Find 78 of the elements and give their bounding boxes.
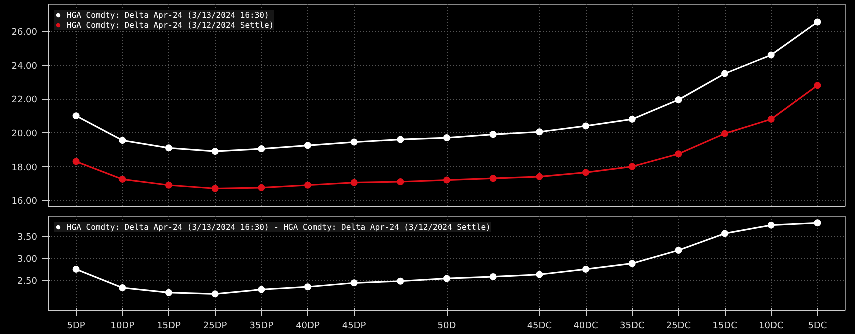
point xyxy=(722,70,729,78)
point xyxy=(304,284,312,291)
point xyxy=(397,278,404,285)
x-tick-label: 10DP xyxy=(110,322,136,332)
point xyxy=(119,176,126,183)
point xyxy=(582,122,590,130)
x-tick-label: 25DP xyxy=(203,322,228,332)
point xyxy=(119,137,126,144)
point xyxy=(675,96,682,104)
legend-label: HGA Comdty: Delta Apr-24 (3/12/2024 Settle) xyxy=(67,20,274,30)
point xyxy=(444,134,450,142)
point xyxy=(536,173,544,180)
point xyxy=(444,176,450,184)
point xyxy=(628,260,636,268)
point xyxy=(350,138,358,146)
y-tick-label: 22.00 xyxy=(12,96,38,106)
point xyxy=(814,220,822,227)
point xyxy=(350,280,358,287)
point xyxy=(814,82,822,90)
y-tick-label: 16.00 xyxy=(12,197,38,208)
point xyxy=(536,271,544,278)
point xyxy=(675,150,682,158)
point xyxy=(768,116,775,123)
x-tick-label: 10DC xyxy=(759,322,784,332)
point xyxy=(119,284,126,292)
x-tick-label: 5DC xyxy=(808,322,828,332)
point xyxy=(536,128,544,136)
point xyxy=(628,116,636,123)
x-tick-label: 5DP xyxy=(67,322,86,332)
point xyxy=(397,136,404,144)
point xyxy=(582,266,590,273)
point xyxy=(768,52,775,59)
point xyxy=(675,246,682,254)
x-tick-label: 40DC xyxy=(574,322,598,332)
point xyxy=(304,142,312,150)
y-tick-label: 18.00 xyxy=(12,163,38,174)
point xyxy=(768,222,775,229)
x-tick-label: 45DP xyxy=(342,322,367,332)
x-tick-label: 25DC xyxy=(666,322,692,332)
y-tick-label: 20.00 xyxy=(12,129,38,140)
point xyxy=(72,266,80,273)
x-tick-label: 15DC xyxy=(712,322,738,332)
point xyxy=(258,184,266,192)
point xyxy=(350,179,358,186)
point xyxy=(165,144,172,152)
x-tick-label: 15DP xyxy=(157,322,182,332)
x-tick-label: 50D xyxy=(438,322,456,332)
point xyxy=(212,290,219,298)
x-tick-label: 35DC xyxy=(620,322,645,332)
point xyxy=(397,178,404,186)
point xyxy=(490,273,497,280)
point xyxy=(444,275,450,282)
y-tick-label: 2.50 xyxy=(17,276,38,287)
point xyxy=(490,175,497,182)
point xyxy=(212,185,219,192)
y-tick-label: 3.50 xyxy=(17,232,38,243)
point xyxy=(165,289,172,296)
y-tick-label: 24.00 xyxy=(12,62,38,72)
point xyxy=(258,286,266,294)
legend-label: HGA Comdty: Delta Apr-24 (3/13/2024 16:30) xyxy=(67,10,270,20)
point xyxy=(258,146,266,153)
y-tick-label: 3.00 xyxy=(17,254,38,265)
y-tick-label: 26.00 xyxy=(12,28,38,38)
point xyxy=(722,230,729,238)
point xyxy=(814,18,822,26)
x-tick-label: 45DC xyxy=(527,322,552,332)
point xyxy=(212,148,219,156)
point xyxy=(582,169,590,176)
point xyxy=(490,131,497,138)
point xyxy=(628,163,636,170)
legend-label: HGA Comdty: Delta Apr-24 (3/13/2024 16:30) - HGA Comdty: Delta Apr-24 (3/12/2024 Settle) xyxy=(67,222,491,232)
x-tick-label: 35DP xyxy=(250,322,274,332)
point xyxy=(72,158,80,166)
x-tick-label: 40DP xyxy=(296,322,320,332)
point xyxy=(72,112,80,120)
point xyxy=(722,130,729,138)
point xyxy=(165,182,172,189)
point xyxy=(304,182,312,189)
